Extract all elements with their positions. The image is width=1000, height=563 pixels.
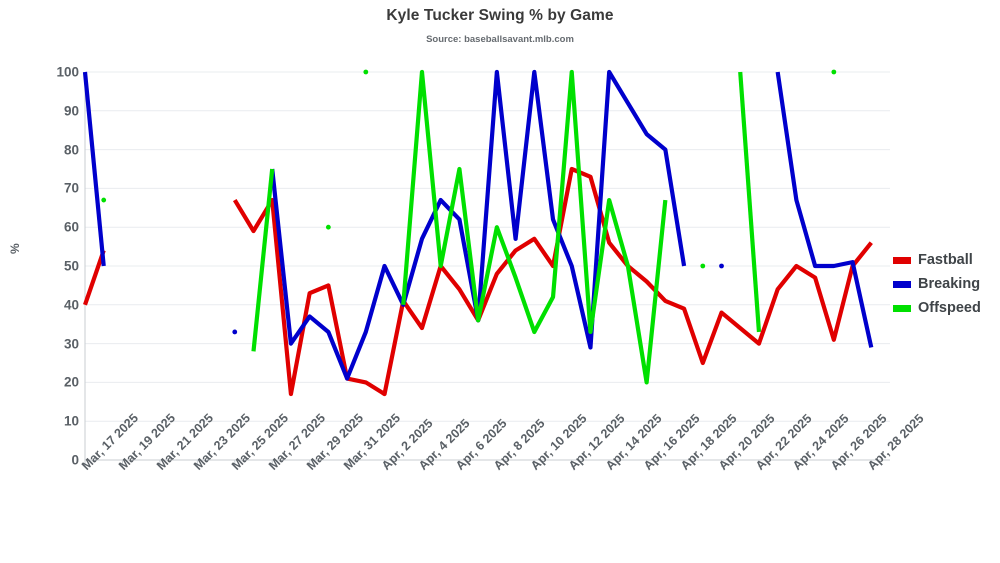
legend-swatch-icon — [893, 280, 911, 288]
series-fastball — [83, 166, 873, 397]
legend-item-offspeed[interactable]: Offspeed — [893, 296, 997, 320]
legend-swatch-icon — [893, 256, 911, 264]
data-point — [325, 224, 331, 230]
chart-title: Kyle Tucker Swing % by Game — [386, 7, 614, 24]
series-line — [251, 168, 275, 352]
y-tick-label: 0 — [71, 452, 79, 468]
data-point — [363, 69, 369, 75]
y-tick-label: 60 — [63, 219, 79, 235]
y-tick-label: 50 — [63, 258, 79, 274]
y-tick-label: 70 — [63, 180, 79, 196]
y-tick-label: 80 — [63, 142, 79, 158]
series-line — [232, 166, 873, 397]
legend-label: Offspeed — [918, 300, 981, 316]
series-line — [270, 69, 687, 381]
data-point — [700, 263, 706, 269]
legend-label: Fastball — [918, 252, 973, 268]
data-series-layer — [82, 69, 874, 397]
y-tick-label: 40 — [63, 297, 79, 313]
series-line — [401, 69, 668, 385]
y-tick-label: 20 — [63, 374, 79, 390]
data-point — [831, 69, 837, 75]
legend-item-breaking[interactable]: Breaking — [893, 272, 997, 296]
y-tick-label: 100 — [56, 64, 79, 80]
y-tick-label: 90 — [63, 103, 79, 119]
plot-area — [82, 69, 890, 467]
legend-item-fastball[interactable]: Fastball — [893, 248, 997, 272]
legend-label: Breaking — [918, 276, 981, 292]
y-tick-label: 30 — [63, 336, 79, 352]
series-offspeed — [101, 69, 837, 385]
series-line — [738, 71, 762, 333]
y-axis-tick-labels: 100 90 80 70 60 50 40 30 20 10 0 — [35, 65, 79, 468]
series-line — [775, 71, 874, 348]
data-point — [719, 263, 724, 269]
series-line — [82, 71, 106, 267]
y-tick-label: 10 — [63, 413, 79, 429]
y-axis-title: % — [8, 243, 22, 254]
data-point — [101, 197, 107, 203]
data-point — [232, 329, 238, 335]
legend-swatch-icon — [893, 304, 911, 312]
series-line — [83, 249, 106, 306]
x-axis-tick-labels: Mar, 17 2025 Mar, 19 2025 Mar, 21 2025 Mar,… — [79, 411, 927, 563]
legend: Fastball Breaking Offspeed — [893, 248, 997, 320]
chart-source-subtitle: Source: baseballsavant.mlb.com — [426, 34, 574, 45]
